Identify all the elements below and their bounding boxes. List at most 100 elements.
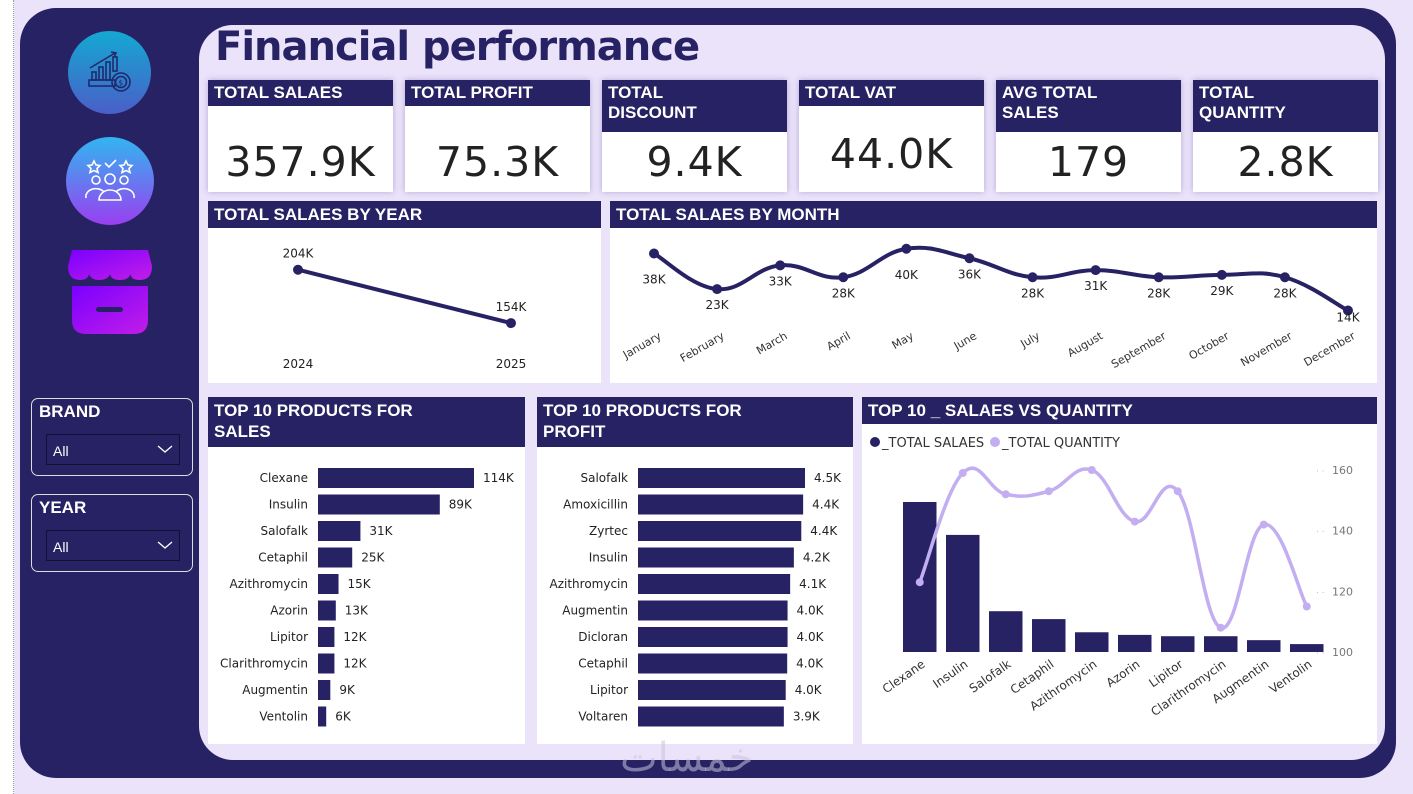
data-label: 4.0K [795,683,823,697]
x-tick-label: March [754,329,790,357]
bar [638,706,784,727]
bar [638,547,794,568]
bar [318,653,335,674]
category-label: Lipitor [590,683,628,697]
bar [946,534,980,652]
data-label: 9K [339,683,356,697]
data-label: 4.5K [814,471,842,485]
sales-by-month-panel: TOTAL SALAES BY MONTH 38K January 23K Febru… [610,201,1377,383]
bar [318,494,440,515]
bar [318,627,335,647]
data-label: 4.2K [803,551,831,565]
category-label: Clarithromycin [220,657,308,671]
kpi-value: 75.3K [435,138,560,186]
x-tick-label: Clarithromycin [1148,657,1228,719]
kpi-card-total-quantity: TOTAL QUANTITY 2.8K [1193,80,1378,192]
data-point [775,260,786,271]
data-point [1216,269,1227,280]
panel-title: TOP 10 PRODUCTS FOR SALES [208,397,525,447]
category-label: Voltaren [578,710,628,724]
data-label: 31K [369,524,393,538]
store-icon[interactable] [68,250,152,334]
x-tick-label: Insulin [930,657,970,691]
data-label: 23K [706,298,730,312]
data-label: 4.1K [799,577,827,591]
category-label: Augmentin [562,604,628,618]
x-tick-label: February [678,329,727,365]
legend-marker-quantity [990,437,1000,447]
x-tick-label: September [1109,329,1169,371]
kpi-label: AVG TOTAL SALES [996,80,1181,132]
quantity-point [1044,487,1053,496]
bar [318,600,336,621]
category-label: Lipitor [270,630,308,644]
bar [318,468,474,488]
kpi-value: 2.8K [1237,138,1334,186]
bar [318,521,361,541]
x-tick-label: Clexane [880,657,928,696]
category-label: Cetaphil [578,657,628,671]
data-label: 4.4K [810,524,838,538]
quantity-point [958,469,967,478]
quantity-point [915,578,924,587]
data-label: 28K [832,286,856,300]
customer-rating-icon[interactable] [66,137,154,225]
sales-vs-quantity-chart: _TOTAL SALAES _TOTAL QUANTITY 100 · · 120 · ·… [870,436,1353,719]
data-point [649,248,659,259]
kpi-value: 357.9K [225,138,376,186]
y-tick-label: 140 [1332,525,1353,538]
sales-by-year-panel: TOTAL SALAES BY YEAR 204K 2024 154K 2025 [208,201,601,383]
data-label: 28K [1147,286,1171,300]
gridline-marker: · · [1316,528,1325,538]
category-label: Zyrtec [589,524,628,538]
brand-slicer-label: BRAND [39,402,101,421]
quantity-point [1259,520,1268,529]
data-label: 29K [1210,284,1234,298]
data-label: 4.0K [796,657,824,671]
data-label: 154K [496,300,528,314]
x-tick-label: December [1302,329,1358,369]
sales-vs-quantity-panel: TOP 10 _ SALAES VS QUANTITY _TOTAL SALAE… [862,397,1377,744]
financial-growth-icon[interactable]: $ [68,31,151,114]
x-tick-label: July [1018,329,1043,351]
quantity-point [1216,623,1225,632]
quantity-point [1001,490,1010,499]
top-products-sales-panel: TOP 10 PRODUCTS FOR SALES Clexane 114K Ins… [208,397,525,744]
data-point [1090,265,1101,276]
y-tick-label: 120 [1332,585,1353,598]
legend-marker-sales [870,437,880,447]
category-label: Salofalk [580,471,628,485]
year-dropdown-value: All [53,539,69,555]
top-products-profit-panel: TOP 10 PRODUCTS FOR PROFIT Salofalk 4.5K A… [537,397,853,744]
data-point [293,264,303,275]
legend-label: _TOTAL SALAES [881,436,984,451]
panel-title: TOP 10 PRODUCTS FOR PROFIT [537,397,853,447]
bar [1290,644,1324,652]
x-tick-label: June [951,329,979,353]
top-products-sales-chart: Clexane 114K Insulin 89K Salofalk 31K Cetaphil… [220,468,515,727]
bar [638,494,804,515]
category-label: Azithromycin [550,577,629,591]
category-label: Cetaphil [258,551,308,565]
data-label: 3.9K [793,710,821,724]
kpi-label: TOTAL VAT [799,80,984,106]
bar [318,574,339,594]
window-edge [0,0,14,794]
brand-slicer: BRAND All [31,398,193,476]
data-label: 31K [1084,279,1108,293]
category-label: Dicloran [578,630,628,644]
bar [638,653,788,674]
brand-dropdown[interactable]: All [46,434,180,465]
kpi-label: TOTAL PROFIT [405,80,590,106]
data-label: 40K [895,268,919,282]
top-products-profit-chart: Salofalk 4.5K Amoxicillin 4.4K Zyrtec 4.4K Ins… [550,468,842,727]
bar [1075,632,1109,652]
data-label: 114K [483,471,515,485]
year-dropdown[interactable]: All [46,530,180,561]
kpi-card-total-discount: TOTAL DISCOUNT 9.4K [602,80,787,192]
x-tick-label: 2025 [496,357,527,371]
data-label: 204K [283,247,315,261]
watermark: خمسات [620,735,754,781]
kpi-label: TOTAL DISCOUNT [602,80,787,132]
bar [1204,636,1238,652]
